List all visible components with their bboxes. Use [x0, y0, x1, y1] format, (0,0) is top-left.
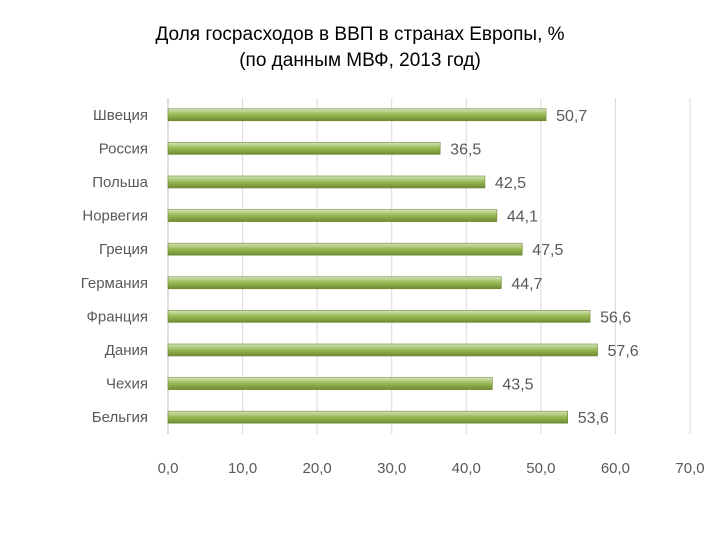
category-label: Германия [81, 275, 148, 292]
value-label: 42,5 [495, 175, 526, 192]
bar [167, 310, 591, 323]
category-label: Норвегия [82, 208, 148, 225]
x-tick-label: 40,0 [452, 460, 481, 477]
x-tick-label: 50,0 [526, 460, 555, 477]
category-label: Франция [87, 308, 148, 325]
bars [167, 108, 598, 424]
value-label: 56,6 [600, 309, 631, 326]
value-label: 44,7 [511, 276, 542, 293]
value-label: 47,5 [532, 242, 563, 259]
category-label: Польша [92, 174, 148, 191]
chart-subtitle: (по данным МВФ, 2013 год) [239, 50, 481, 71]
bar [167, 209, 498, 222]
category-label: Дания [105, 342, 148, 359]
bar [167, 108, 547, 122]
bar [167, 142, 441, 155]
bar [167, 410, 569, 424]
x-tick-label: 0,0 [158, 460, 179, 477]
value-label: 53,6 [578, 410, 609, 427]
chart-title: Доля госрасходов в ВВП в странах Европы,… [0, 22, 720, 74]
bar [167, 377, 493, 390]
value-label: 57,6 [608, 343, 639, 360]
category-label: Греция [99, 241, 148, 258]
chart-title-line1: Доля госрасходов в ВВП в странах Европы,… [155, 24, 565, 45]
x-tick-label: 60,0 [601, 460, 630, 477]
bar [167, 343, 598, 357]
labels: 0,0 10,0 20,0 30,0 40,0 50,0 60,0 70,0 Швеция 50,… [81, 107, 705, 477]
category-label: Чехия [106, 376, 148, 393]
x-tick-label: 70,0 [675, 460, 704, 477]
bar [167, 276, 502, 290]
x-tick-label: 30,0 [377, 460, 406, 477]
bar [167, 175, 486, 189]
category-label: Швеция [93, 107, 148, 124]
category-label: Россия [99, 140, 148, 157]
bar [167, 242, 523, 256]
x-tick-label: 10,0 [228, 460, 257, 477]
value-label: 50,7 [556, 108, 587, 125]
value-label: 44,1 [507, 209, 538, 226]
category-label: Бельгия [92, 409, 148, 426]
x-tick-label: 20,0 [303, 460, 332, 477]
value-label: 36,5 [450, 141, 481, 158]
value-label: 43,5 [502, 377, 533, 394]
